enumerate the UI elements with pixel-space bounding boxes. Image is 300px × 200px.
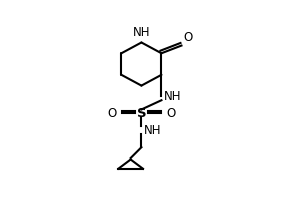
Text: S: S <box>136 107 146 120</box>
Text: NH: NH <box>164 90 181 103</box>
Text: O: O <box>184 31 193 44</box>
Text: NH: NH <box>133 26 150 39</box>
Text: O: O <box>166 107 175 120</box>
Text: O: O <box>107 107 117 120</box>
Text: NH: NH <box>144 124 161 137</box>
